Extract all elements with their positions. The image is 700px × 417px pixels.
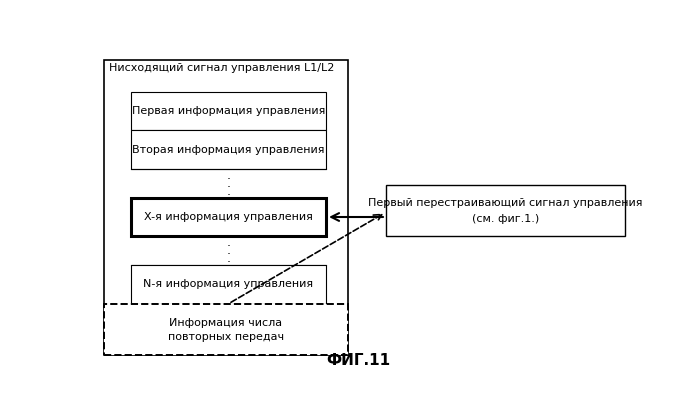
- Bar: [131, 265, 326, 304]
- Text: ФИГ.11: ФИГ.11: [327, 353, 391, 368]
- Bar: [104, 304, 348, 355]
- Text: .: .: [227, 236, 230, 249]
- Text: .: .: [227, 185, 230, 198]
- Text: Первая информация управления: Первая информация управления: [132, 106, 326, 116]
- Bar: [131, 92, 326, 130]
- Bar: [131, 198, 326, 236]
- Text: повторных передач: повторных передач: [168, 332, 284, 342]
- Bar: [104, 60, 348, 355]
- Text: .: .: [227, 244, 230, 257]
- Text: .: .: [227, 169, 230, 182]
- Text: (см. фиг.1.): (см. фиг.1.): [472, 214, 539, 224]
- Text: Вторая информация управления: Вторая информация управления: [132, 145, 325, 155]
- Text: Нисходящий сигнал управления L1/L2: Нисходящий сигнал управления L1/L2: [109, 63, 335, 73]
- Bar: [131, 130, 326, 169]
- Text: Информация числа: Информация числа: [169, 318, 282, 328]
- Text: N-я информация управления: N-я информация управления: [144, 279, 314, 289]
- Text: Первый перестраивающий сигнал управления: Первый перестраивающий сигнал управления: [368, 198, 643, 208]
- Text: X-я информация управления: X-я информация управления: [144, 212, 313, 222]
- Bar: [386, 185, 624, 236]
- Text: .: .: [227, 177, 230, 190]
- Text: .: .: [227, 252, 230, 265]
